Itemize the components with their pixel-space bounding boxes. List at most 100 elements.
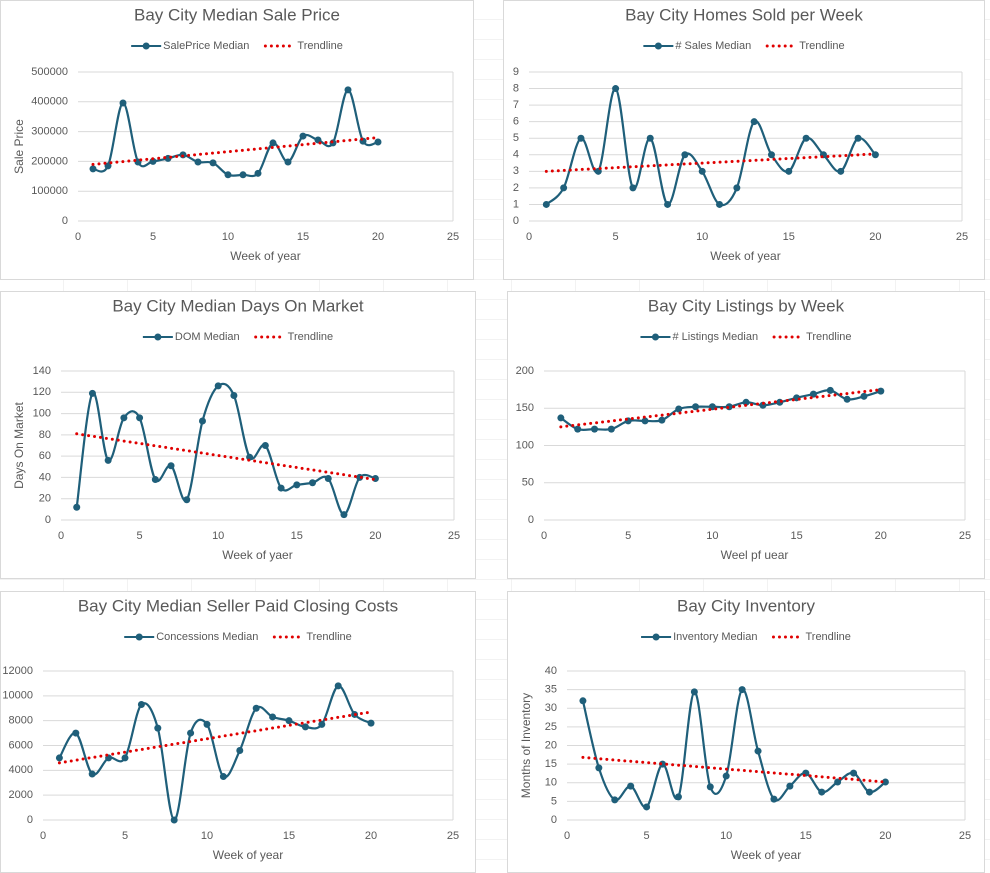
x-tick-label: 0 xyxy=(40,830,46,842)
legend-marker xyxy=(651,333,659,341)
y-tick-label: 50 xyxy=(522,477,534,489)
y-tick-label: 100 xyxy=(33,407,51,419)
marker xyxy=(340,511,348,519)
y-tick-label: 40 xyxy=(545,665,557,677)
marker xyxy=(579,697,587,705)
x-axis-title: Week of year xyxy=(710,249,780,263)
marker xyxy=(88,389,96,397)
legend-label: Concessions Median xyxy=(156,631,258,643)
x-tick-label: 25 xyxy=(959,530,971,542)
marker xyxy=(236,746,244,754)
x-tick-label: 15 xyxy=(297,231,309,243)
y-tick-label: 1 xyxy=(513,198,519,210)
y-tick-label: 20 xyxy=(39,493,51,505)
chart: Bay City Median Days On Market 0 20 40 60 80 1… xyxy=(0,291,476,579)
y-tick-label: 2000 xyxy=(9,789,33,801)
y-tick-label: 0 xyxy=(551,814,557,826)
marker xyxy=(299,132,307,140)
x-tick-label: 10 xyxy=(201,830,213,842)
marker xyxy=(643,803,651,811)
y-tick-label: 3 xyxy=(513,165,519,177)
marker xyxy=(285,717,293,725)
y-tick-label: 100000 xyxy=(31,185,68,197)
y-tick-label: 100 xyxy=(516,439,534,451)
trendline xyxy=(581,755,887,784)
x-tick-label: 0 xyxy=(541,530,547,542)
legend: Inventory Median Trendline xyxy=(641,631,851,643)
marker xyxy=(72,729,80,737)
marker xyxy=(871,151,879,159)
y-tick-label: 400000 xyxy=(31,96,68,108)
marker xyxy=(224,171,232,179)
marker xyxy=(170,816,178,824)
x-tick-label: 5 xyxy=(625,530,631,542)
marker xyxy=(770,795,778,803)
marker xyxy=(203,720,211,728)
marker xyxy=(239,171,247,179)
marker xyxy=(121,754,129,762)
y-axis-title: Sale Price xyxy=(12,119,26,174)
y-tick-label: 140 xyxy=(33,365,51,377)
chart: Bay City Inventory 0 5 10 15 20 25 30 35 40 0 5 10 15… xyxy=(507,591,985,873)
marker xyxy=(167,462,175,470)
marker xyxy=(881,778,889,786)
legend-marker xyxy=(135,633,143,641)
legend-label: Trendline xyxy=(306,631,351,643)
y-tick-label: 5 xyxy=(551,795,557,807)
marker xyxy=(104,456,112,464)
marker xyxy=(716,200,724,208)
legend-label: # Sales Median xyxy=(675,40,751,52)
x-tick-label: 25 xyxy=(956,231,968,243)
y-tick-label: 60 xyxy=(39,450,51,462)
marker xyxy=(750,118,758,126)
y-tick-label: 12000 xyxy=(2,665,33,677)
x-tick-label: 10 xyxy=(720,830,732,842)
y-tick-label: 15 xyxy=(545,758,557,770)
trendline xyxy=(91,136,380,166)
marker xyxy=(850,769,858,777)
chart: Bay City Median Seller Paid Closing Cost… xyxy=(0,591,476,873)
trendline xyxy=(559,388,883,429)
marker xyxy=(577,134,585,142)
marker xyxy=(826,386,834,394)
x-tick-label: 0 xyxy=(58,530,64,542)
marker xyxy=(629,184,637,192)
marker xyxy=(344,86,352,94)
x-tick-label: 5 xyxy=(122,830,128,842)
marker xyxy=(646,134,654,142)
legend: # Listings Median Trendline xyxy=(640,331,852,343)
y-axis-title: Days On Market xyxy=(12,401,26,488)
legend-label: SalePrice Median xyxy=(163,40,249,52)
x-tick-label: 25 xyxy=(959,830,971,842)
x-tick-label: 0 xyxy=(75,231,81,243)
x-tick-label: 20 xyxy=(365,830,377,842)
chart-title: Bay City Inventory xyxy=(677,596,815,615)
x-axis-title: Week of yaer xyxy=(222,548,292,562)
series-line xyxy=(545,87,877,207)
y-tick-label: 120 xyxy=(33,386,51,398)
marker xyxy=(309,479,317,487)
trendline xyxy=(544,152,877,173)
x-tick-label: 5 xyxy=(137,530,143,542)
marker xyxy=(230,391,238,399)
legend-label: Trendline xyxy=(288,331,333,343)
legend: DOM Median Trendline xyxy=(142,331,333,343)
y-tick-label: 7 xyxy=(513,99,519,111)
y-tick-label: 0 xyxy=(62,215,68,227)
y-tick-label: 9 xyxy=(513,66,519,78)
marker xyxy=(219,773,227,781)
marker xyxy=(802,134,810,142)
y-tick-label: 200000 xyxy=(31,155,68,167)
legend-marker xyxy=(654,42,662,50)
legend-label: # Listings Median xyxy=(672,331,758,343)
marker xyxy=(860,392,868,400)
x-tick-label: 5 xyxy=(644,830,650,842)
x-tick-label: 5 xyxy=(150,231,156,243)
y-tick-label: 35 xyxy=(545,684,557,696)
marker xyxy=(183,496,191,504)
legend-marker xyxy=(154,333,162,341)
y-tick-label: 2 xyxy=(513,182,519,194)
x-tick-label: 20 xyxy=(875,530,887,542)
series-line xyxy=(581,688,887,809)
chart: Bay City Homes Sold per Week 0 1 2 3 4 5 6 7 8 9 0 5… xyxy=(503,0,985,280)
